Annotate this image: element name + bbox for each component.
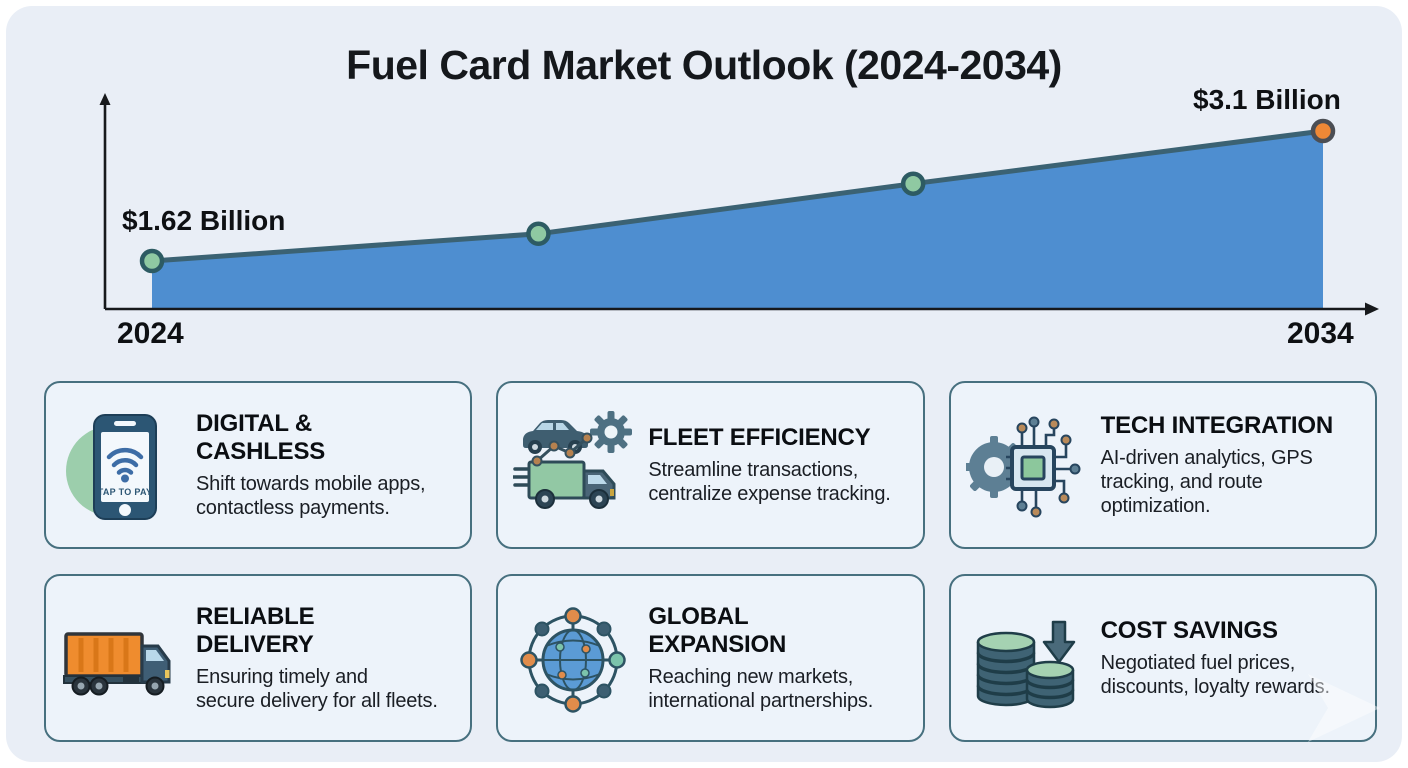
card-body: Negotiated fuel prices, discounts, loyalt… xyxy=(1100,652,1330,699)
fleet-truck-gear-icon xyxy=(498,405,648,525)
card-body: Streamline transactions, centralize expen… xyxy=(648,459,891,506)
x-axis-arrow-icon xyxy=(1365,302,1379,316)
card-title: COST SAVINGS xyxy=(1100,616,1278,644)
card-body: Shift towards mobile apps, contactless pa… xyxy=(196,472,426,519)
x-tick-2024: 2024 xyxy=(117,317,184,350)
card-global-expansion: GLOBAL EXPANSION Reaching new markets, int… xyxy=(496,574,925,742)
coins-arrow-icon xyxy=(951,598,1101,718)
infographic-panel: Fuel Card Market Outlook (2024-2034) $1.… xyxy=(6,6,1402,762)
delivery-truck-icon xyxy=(513,460,616,509)
market-outlook-area-chart xyxy=(99,93,1379,316)
cargo-truck-icon xyxy=(46,598,196,718)
data-point-markers xyxy=(139,118,1336,274)
area-fill xyxy=(152,131,1323,309)
gear-icon xyxy=(590,411,633,453)
chart-point-marker xyxy=(139,248,165,274)
smartphone-tap-to-pay-icon: TAP TO PAY xyxy=(46,405,196,525)
card-body: AI-driven analytics, GPS tracking, and ro… xyxy=(1100,447,1313,518)
trend-line-icon xyxy=(531,432,593,467)
y-axis-arrow-icon xyxy=(99,93,111,105)
card-body: Ensuring timely and secure delivery for a… xyxy=(196,665,438,712)
card-digital-cashless: TAP TO PAY DIGITAL & CASHLESS Shift towar… xyxy=(44,381,473,549)
chip-core xyxy=(1020,455,1046,481)
coin-stack-right xyxy=(1025,660,1074,709)
end-value-label: $3.1 Billion xyxy=(1193,84,1341,115)
card-title: TECH INTEGRATION xyxy=(1100,411,1334,439)
chart-point-marker xyxy=(526,221,551,247)
card-reliable-delivery: RELIABLE DELIVERY Ensuring timely and secu… xyxy=(44,574,473,742)
card-cost-savings: COST SAVINGS Negotiated fuel prices, disc… xyxy=(948,574,1377,742)
card-body: Reaching new markets, international partn… xyxy=(648,665,874,712)
coin-stack-left xyxy=(976,631,1035,707)
white-chevron-watermark-icon xyxy=(1308,674,1380,742)
card-title: DIGITAL & CASHLESS xyxy=(196,410,326,465)
card-fleet-efficiency: FLEET EFFICIENCY Streamline transactions… xyxy=(496,381,925,549)
trend-line xyxy=(151,128,1324,264)
card-tech-integration: TECH INTEGRATION AI-driven analytics, GP… xyxy=(948,381,1377,549)
page-title: Fuel Card Market Outlook (2024-2034) xyxy=(346,42,1062,88)
card-title: GLOBAL EXPANSION xyxy=(648,603,787,658)
chip-gear-icon xyxy=(951,405,1101,525)
start-value-label: $1.62 Billion xyxy=(122,205,286,236)
feature-cards-grid: TAP TO PAY DIGITAL & CASHLESS Shift towar… xyxy=(44,381,1377,742)
chart-point-marker xyxy=(900,171,926,196)
down-arrow-icon xyxy=(1042,620,1075,664)
card-title: FLEET EFFICIENCY xyxy=(648,423,871,451)
globe-network-icon xyxy=(498,598,648,718)
x-tick-2034: 2034 xyxy=(1287,317,1354,350)
card-title: RELIABLE DELIVERY xyxy=(196,603,315,658)
tap-to-pay-label: TAP TO PAY xyxy=(98,487,153,497)
chart-point-marker xyxy=(1310,118,1336,144)
chart-axes xyxy=(99,93,1379,316)
